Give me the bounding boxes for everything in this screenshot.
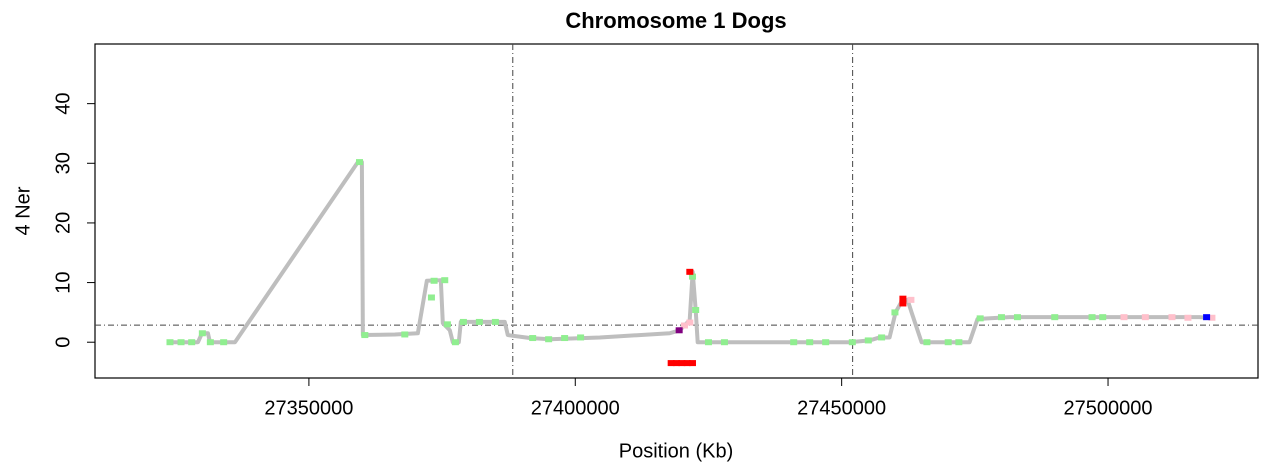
data-point [459, 318, 467, 325]
x-axis-label: Position (Kb) [619, 440, 734, 462]
data-point [923, 339, 931, 346]
data-point [1208, 314, 1216, 321]
data-point [529, 335, 537, 342]
data-point [220, 339, 228, 346]
data-point [1013, 314, 1021, 321]
data-point [790, 339, 798, 346]
x-tick-label: 27450000 [797, 397, 886, 419]
y-axis-label: 4 Ner [12, 186, 34, 235]
data-point [1088, 314, 1096, 321]
data-point [683, 360, 691, 367]
data-point [475, 318, 483, 325]
x-tick-label: 27500000 [1064, 397, 1153, 419]
data-point [944, 339, 952, 346]
y-tick-label: 0 [52, 337, 74, 348]
data-point [878, 334, 886, 341]
y-tick-label: 40 [52, 93, 74, 115]
chart-title: Chromosome 1 Dogs [565, 8, 786, 33]
data-point [545, 336, 553, 343]
data-point [667, 360, 675, 367]
data-point [692, 307, 700, 314]
data-point [704, 339, 712, 346]
x-tick-label: 27400000 [531, 397, 620, 419]
data-point [686, 319, 694, 326]
data-point [198, 330, 206, 337]
data-point [451, 339, 459, 346]
data-point [443, 321, 451, 328]
data-point [430, 277, 438, 284]
data-point [688, 273, 696, 280]
data-point [686, 268, 694, 275]
data-point [1099, 314, 1107, 321]
data-line [169, 160, 1215, 345]
data-point [899, 295, 907, 302]
data-point [1120, 314, 1128, 321]
data-point [188, 339, 196, 346]
data-point [1184, 314, 1192, 321]
data-point [680, 322, 688, 329]
data-point [401, 331, 409, 338]
data-point [441, 277, 449, 284]
data-point [673, 360, 680, 367]
y-tick-label: 20 [52, 212, 74, 234]
data-point [577, 334, 585, 341]
data-point [864, 337, 872, 344]
data-point [891, 309, 899, 316]
data-point [806, 339, 814, 346]
data-point [976, 315, 984, 322]
y-tick-label: 30 [52, 152, 74, 174]
data-point [720, 339, 728, 346]
data-point [675, 327, 683, 334]
data-point [848, 339, 856, 346]
data-point [177, 339, 185, 346]
data-point [356, 159, 364, 166]
y-tick-label: 10 [52, 271, 74, 293]
data-point [206, 339, 214, 346]
data-point [955, 339, 963, 346]
x-tick-label: 27350000 [264, 397, 353, 419]
data-point [491, 318, 499, 325]
data-point [907, 296, 915, 303]
data-point [688, 360, 696, 367]
data-point [899, 300, 907, 307]
data-point [361, 332, 369, 339]
data-point [166, 339, 174, 346]
data-point [427, 294, 435, 301]
data-point [1168, 314, 1176, 321]
data-point [1203, 314, 1211, 321]
data-point [1051, 314, 1059, 321]
data-point [561, 335, 569, 342]
data-point [997, 314, 1005, 321]
data-point [822, 339, 830, 346]
data-point [678, 360, 686, 367]
data-point [1141, 314, 1149, 321]
